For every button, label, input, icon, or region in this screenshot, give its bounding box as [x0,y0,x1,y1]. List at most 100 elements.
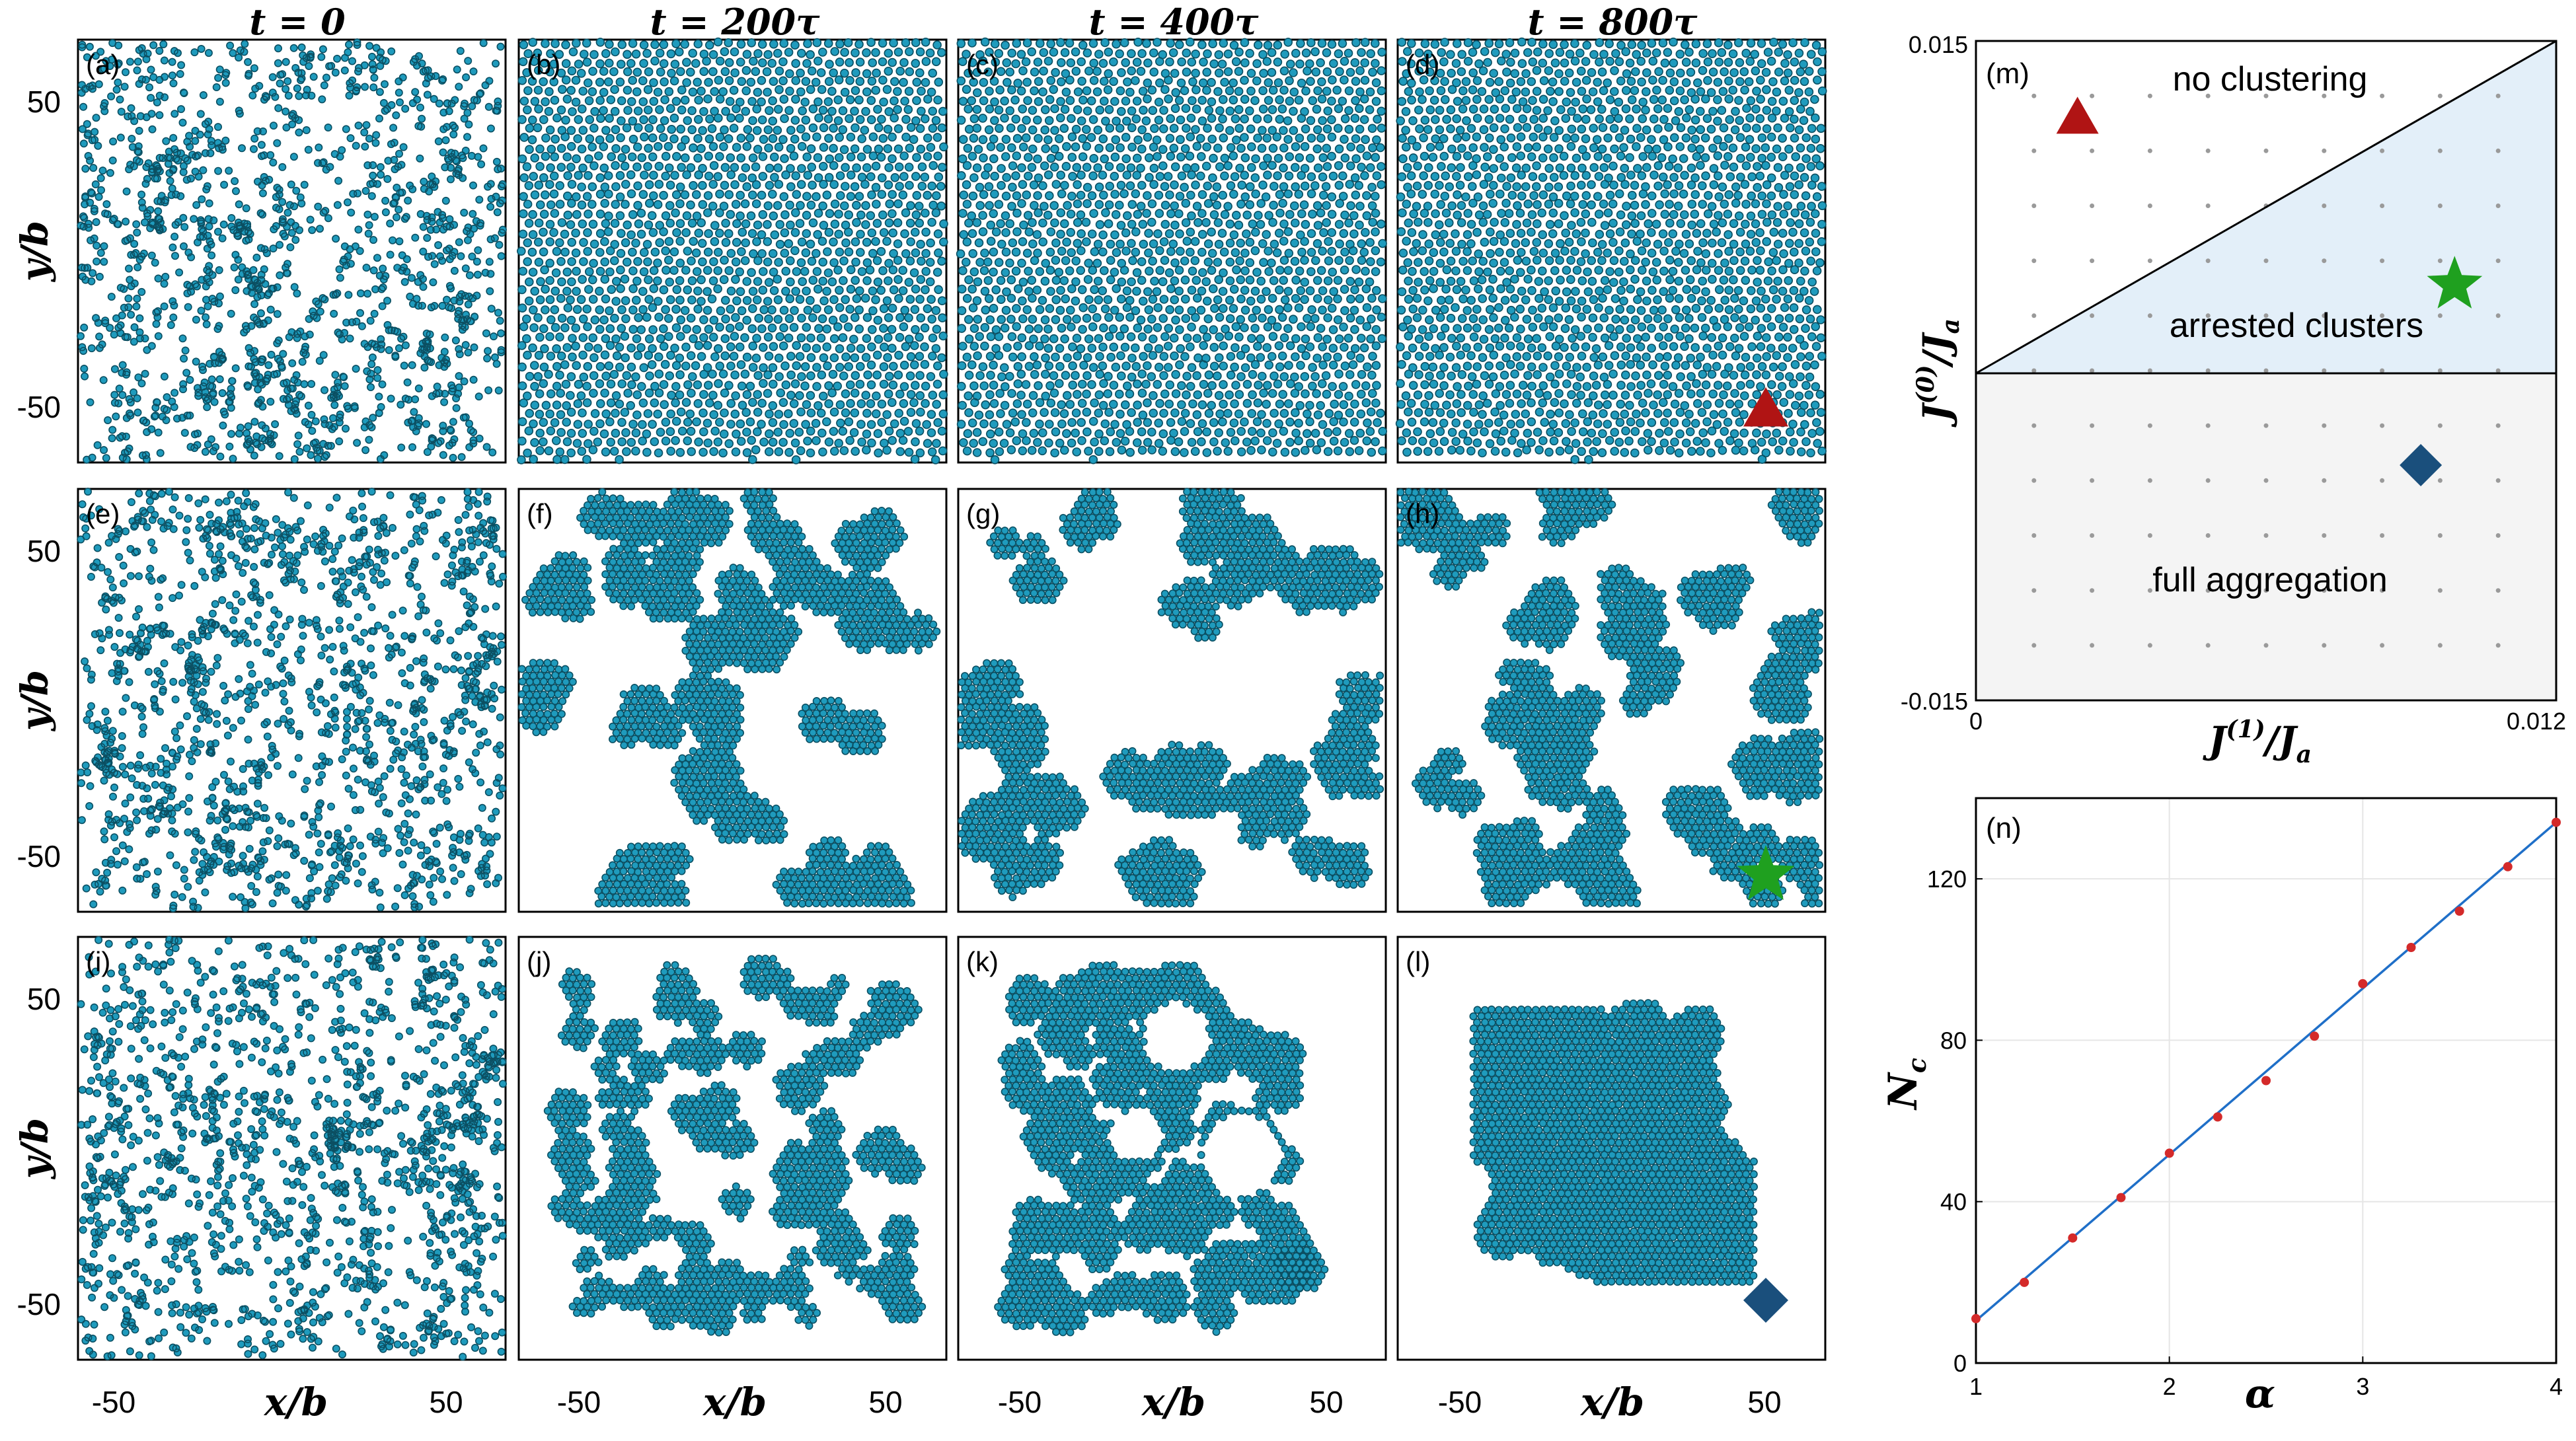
sim-panel-label: (e) [86,498,120,529]
phase-panel-label: (m) [1986,57,2029,90]
grid-dot [2438,588,2443,593]
grid-dot [2090,258,2094,263]
x-tick-label: 50 [429,1385,463,1419]
grid-dot [2090,424,2094,428]
grid-dot [2380,94,2384,98]
grid-dot [2206,424,2211,428]
grid-dot [2090,369,2094,373]
grid-dot [2148,369,2152,373]
phase-y-tick-bottom: -0.015 [1901,688,1968,715]
data-point [2310,1031,2319,1041]
sim-panel-label: (h) [1406,498,1439,529]
data-point [2455,906,2464,916]
column-title-2: t = 400τ [1089,1,1260,43]
grid-dot [2090,588,2094,593]
sim-panel-label: (k) [966,946,999,977]
grid-dot [2496,369,2501,373]
y-tick-label: 120 [1927,866,1967,893]
grid-dot [2496,203,2501,208]
y-tick-label: 40 [1940,1189,1967,1216]
grid-dot [2322,643,2326,647]
y-tick-label: 0 [1953,1350,1967,1377]
grid-dot [2148,643,2152,647]
grid-dot [2031,533,2036,538]
sim-panel-e: (e) [77,488,506,912]
data-point [2261,1076,2271,1086]
grid-dot [2031,369,2036,373]
sim-panel-label: (j) [527,946,551,977]
sim-panel-f: (f) [518,488,946,912]
sim-panel-b: (b) [517,38,948,464]
grid-dot [2148,478,2152,483]
grid-dot [2496,149,2501,153]
nc-x-axis-label: α [2245,1371,2275,1417]
grid-dot [2031,149,2036,153]
sim-panel-h: (h) [1397,488,1825,912]
x-tick-label: 4 [2550,1373,2563,1400]
grid-dot [2496,478,2501,483]
y-axis-label-row-0: y/b [13,221,57,283]
x-tick-label: -50 [557,1385,601,1419]
grid-dot [2322,533,2326,538]
grid-dot [2264,369,2269,373]
grid-dot [2090,94,2094,98]
grid-dot [2496,643,2501,647]
grid-dot [2264,258,2269,263]
grid-dot [2031,424,2036,428]
grid-dot [2148,424,2152,428]
region-label-full-aggregation: full aggregation [2152,561,2388,599]
grid-dot [2148,533,2152,538]
sim-panel-d: (d) [1396,38,1827,464]
y-tick-label: 80 [1940,1027,1967,1054]
nc-panel-label: (n) [1986,812,2022,844]
data-point [2020,1278,2029,1287]
x-axis-label-col-0: x/b [263,1380,328,1424]
grid-dot [2264,533,2269,538]
grid-dot [2206,533,2211,538]
grid-dot [2380,424,2384,428]
data-point [2213,1113,2222,1122]
grid-dot [2380,149,2384,153]
phase-x-tick-left: 0 [1969,708,1983,735]
grid-dot [2206,643,2211,647]
grid-dot [2380,258,2384,263]
data-point [2117,1193,2126,1202]
grid-dot [2322,258,2326,263]
grid-dot [2264,424,2269,428]
x-tick-label: 50 [868,1385,902,1419]
grid-dot [2380,369,2384,373]
grid-dot [2438,94,2443,98]
x-tick-label: 1 [1969,1373,1983,1400]
x-tick-label: 50 [1747,1385,1781,1419]
grid-dot [2380,203,2384,208]
grid-dot [2090,149,2094,153]
x-axis-label-col-3: x/b [1579,1380,1644,1424]
grid-dot [2148,588,2152,593]
grid-dot [2438,149,2443,153]
grid-dot [2380,478,2384,483]
data-point [2068,1234,2077,1243]
grid-dot [2380,533,2384,538]
grid-dot [2496,313,2501,318]
y-tick-label: -50 [17,1287,61,1321]
grid-dot [2264,149,2269,153]
x-tick-label: 50 [1309,1385,1343,1419]
grid-dot [2031,94,2036,98]
grid-dot [2090,203,2094,208]
y-tick-label: 50 [27,982,61,1016]
grid-dot [2148,258,2152,263]
y-tick-label: 50 [27,534,61,568]
grid-dot [2322,203,2326,208]
sim-panel-label: (l) [1406,946,1430,977]
sim-panel-j: (j) [519,937,946,1360]
grid-dot [2438,369,2443,373]
grid-dot [2206,258,2211,263]
grid-dot [2322,478,2326,483]
grid-dot [2496,588,2501,593]
grid-dot [2496,533,2501,538]
grid-dot [2496,424,2501,428]
region-label-arrested-clusters: arrested clusters [2170,307,2423,345]
grid-dot [2148,203,2152,208]
grid-dot [2090,533,2094,538]
